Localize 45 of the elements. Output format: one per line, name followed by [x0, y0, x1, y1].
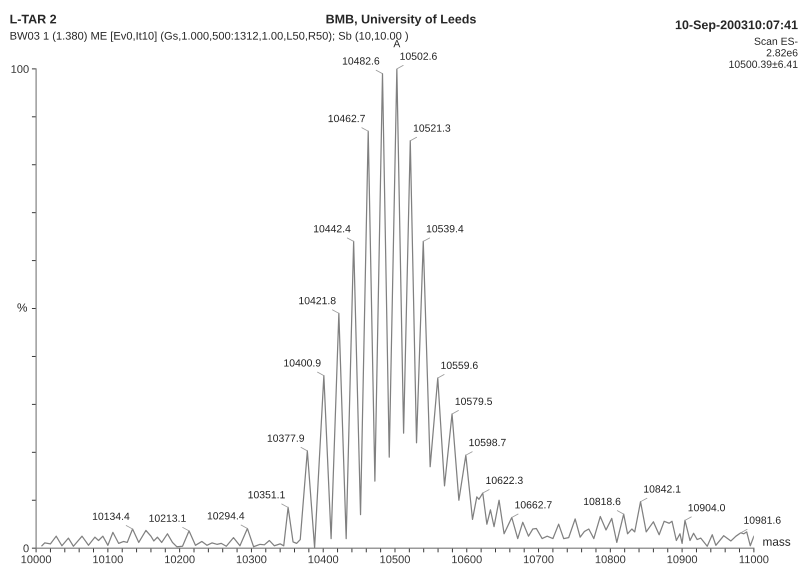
y-axis-title: % — [17, 303, 28, 312]
x-tick-label: 10000 — [21, 555, 52, 564]
annotation: 10981.6 — [744, 516, 781, 524]
annotation: A — [393, 40, 400, 48]
text: BMB, University of Leeds — [326, 14, 476, 26]
annotation: 10598.7 — [469, 438, 506, 446]
annotation: 10521.3 — [414, 124, 450, 132]
annotation: 10502.6 — [400, 52, 437, 60]
annotation: 10842.1 — [644, 485, 680, 493]
chart-subtitle: BW03 1 (1.380) ME [Ev0,It10] (Gs,1.000,500:1312,1.00,L50,R50); Sb (10,10.00 ) — [10, 32, 408, 42]
chart-title: L-TAR 2 — [10, 14, 56, 24]
x-tick-label: 10900 — [668, 555, 698, 564]
x-tick-label: 10200 — [165, 555, 195, 564]
annotation: 10462.7 — [328, 114, 365, 122]
x-tick-label: 10500 — [380, 555, 410, 564]
y-tick-label: 100 — [11, 65, 29, 74]
annotation: 10622.3 — [486, 476, 523, 484]
annotation: 10482.6 — [342, 57, 380, 65]
text: 2.82e6 — [766, 49, 798, 56]
annotation: 10904.0 — [688, 504, 725, 512]
annotation: 10442.4 — [314, 225, 351, 232]
x-tick-label: 10400 — [308, 555, 338, 564]
annotation: 10294.4 — [208, 512, 244, 520]
text: 10-Sep-200310:07:41 — [676, 20, 798, 32]
text: Scan ES- — [754, 38, 798, 45]
annotation: 10400.9 — [284, 359, 321, 367]
x-tick-label: 10300 — [236, 555, 266, 564]
x-tick-label: 11000 — [740, 555, 768, 564]
annotation: 10818.6 — [584, 498, 620, 506]
x-tick-label: 10800 — [596, 555, 626, 564]
annotation: 10377.9 — [268, 434, 304, 442]
annotation: 10351.1 — [248, 491, 285, 498]
annotation: 10421.8 — [299, 296, 336, 304]
annotation: 10579.5 — [456, 398, 492, 405]
x-tick-label: 10100 — [93, 555, 123, 564]
annotation: 10539.4 — [426, 225, 464, 232]
annotation: 10662.7 — [515, 501, 552, 508]
x-tick-label: 10600 — [452, 555, 482, 564]
y-tick-label: 0 — [23, 544, 29, 552]
x-axis-title: mass — [763, 539, 790, 546]
x-tick-label: 10700 — [524, 555, 554, 564]
annotation: 10213.1 — [149, 514, 186, 522]
text: 10500.39±6.41 — [729, 60, 798, 68]
annotation: 10134.4 — [92, 512, 130, 520]
annotation: 10559.6 — [441, 362, 478, 370]
